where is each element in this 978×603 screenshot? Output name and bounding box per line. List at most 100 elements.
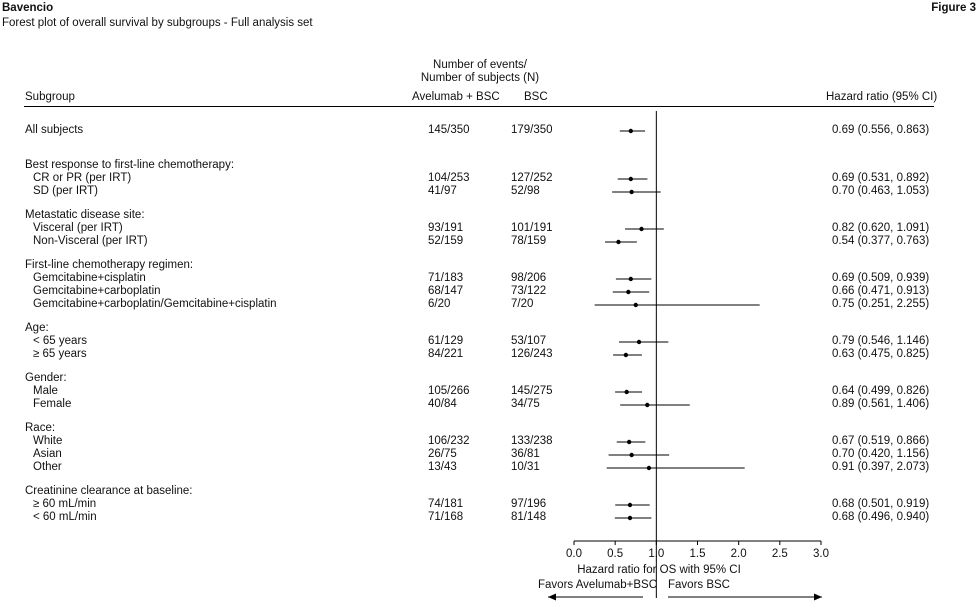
row-arm2-events: 179/350 <box>511 124 553 136</box>
favors-left-label: Favors Avelumab+BSC <box>538 579 657 591</box>
row-hr-ci: 0.64 (0.499, 0.826) <box>832 385 930 397</box>
row-arm2-events: 52/98 <box>511 185 540 197</box>
row-label: Asian <box>33 448 62 460</box>
point-estimate <box>627 502 633 508</box>
row-hr-ci: 0.69 (0.509, 0.939) <box>832 272 930 284</box>
x-tick-label: 2.5 <box>771 548 788 560</box>
row-arm1-events: 93/191 <box>428 222 464 234</box>
row-arm2-events: 78/159 <box>511 235 547 247</box>
row-hr-ci: 0.67 (0.519, 0.866) <box>832 435 930 447</box>
row-arm1-events: 145/350 <box>428 124 470 136</box>
point-estimate <box>623 352 629 358</box>
row-label: Gemcitabine+cisplatin <box>33 272 146 284</box>
row-label: White <box>33 435 63 447</box>
row-label: SD (per IRT) <box>33 185 98 197</box>
row-label: CR or PR (per IRT) <box>33 172 132 184</box>
favors-right-arrowhead <box>814 593 822 601</box>
row-arm1-events: 13/43 <box>428 461 457 473</box>
row-hr-ci: 0.66 (0.471, 0.913) <box>832 285 930 297</box>
row-arm2-events: 81/148 <box>511 511 547 523</box>
row-label: Gemcitabine+carboplatin/Gemcitabine+cisp… <box>33 298 277 310</box>
x-tick-label: 3.0 <box>813 548 829 560</box>
row-arm2-events: 7/20 <box>511 298 534 310</box>
point-estimate <box>636 339 642 345</box>
row-label: < 60 mL/min <box>33 511 97 523</box>
row-arm2-events: 34/75 <box>511 398 540 410</box>
favors-left-arrowhead <box>548 593 556 601</box>
figure-title: Forest plot of overall survival by subgr… <box>2 17 313 29</box>
row-hr-ci: 0.63 (0.475, 0.825) <box>832 348 930 360</box>
row-arm1-events: 26/75 <box>428 448 457 460</box>
row-arm1-events: 71/168 <box>428 511 464 523</box>
x-axis-label: Hazard ratio for OS with 95% CI <box>577 564 741 576</box>
row-hr-ci: 0.70 (0.420, 1.156) <box>832 448 930 460</box>
point-estimate <box>616 239 621 245</box>
x-tick-label: 1.5 <box>689 548 706 560</box>
point-estimate <box>645 402 650 408</box>
row-hr-ci: 0.82 (0.620, 1.091) <box>832 222 930 234</box>
group-heading: Race: <box>25 422 56 434</box>
row-label: Gemcitabine+carboplatin <box>33 285 161 297</box>
point-estimate <box>629 189 634 195</box>
group-heading: Age: <box>25 322 49 334</box>
row-arm2-events: 10/31 <box>511 461 540 473</box>
row-arm1-events: 74/181 <box>428 498 464 510</box>
point-estimate <box>626 439 632 445</box>
row-hr-ci: 0.79 (0.546, 1.146) <box>832 335 930 347</box>
row-arm1-events: 68/147 <box>428 285 464 297</box>
row-label: ≥ 65 years <box>33 348 87 360</box>
row-label: All subjects <box>25 124 84 136</box>
row-arm1-events: 40/84 <box>428 398 457 410</box>
point-estimate <box>628 128 634 134</box>
row-arm2-events: 36/81 <box>511 448 540 460</box>
point-estimate <box>639 226 644 232</box>
point-estimate <box>628 176 634 182</box>
group-heading: Gender: <box>25 372 67 384</box>
point-estimate <box>628 276 634 282</box>
x-tick-label: 0.0 <box>566 548 582 560</box>
row-hr-ci: 0.69 (0.531, 0.892) <box>832 172 930 184</box>
row-hr-ci: 0.91 (0.397, 2.073) <box>832 461 930 473</box>
row-hr-ci: 0.75 (0.251, 2.255) <box>832 298 930 310</box>
row-label: Male <box>33 385 58 397</box>
figure-label: Figure 3 <box>931 2 976 14</box>
events-header-line2: Number of subjects (N) <box>420 72 540 84</box>
arm1-header: Avelumab + BSC <box>412 91 500 103</box>
group-heading: Creatinine clearance at baseline: <box>25 485 193 497</box>
subgroup-header: Subgroup <box>25 91 75 103</box>
point-estimate <box>633 302 638 308</box>
row-label: < 65 years <box>33 335 88 347</box>
events-header-line1: Number of events/ <box>433 59 527 71</box>
row-label: Visceral (per IRT) <box>33 222 123 234</box>
point-estimate <box>626 289 631 295</box>
hr-header: Hazard ratio (95% CI) <box>826 91 938 103</box>
row-arm2-events: 73/122 <box>511 285 547 297</box>
row-hr-ci: 0.69 (0.556, 0.863) <box>832 124 930 136</box>
row-arm2-events: 98/206 <box>511 272 547 284</box>
row-arm2-events: 145/275 <box>511 385 553 397</box>
point-estimate <box>629 452 634 458</box>
row-hr-ci: 0.89 (0.561, 1.406) <box>832 398 930 410</box>
row-hr-ci: 0.68 (0.501, 0.919) <box>832 498 930 510</box>
row-arm1-events: 106/232 <box>428 435 470 447</box>
row-arm1-events: 84/221 <box>428 348 464 360</box>
product-name: Bavencio <box>2 2 54 14</box>
row-label: ≥ 60 mL/min <box>33 498 97 510</box>
row-arm2-events: 126/243 <box>511 348 553 360</box>
x-tick-label: 0.5 <box>607 548 624 560</box>
row-hr-ci: 0.54 (0.377, 0.763) <box>832 235 930 247</box>
row-arm1-events: 6/20 <box>428 298 451 310</box>
row-arm2-events: 133/238 <box>511 435 553 447</box>
group-heading: Best response to first-line chemotherapy… <box>25 159 235 171</box>
group-heading: Metastatic disease site: <box>25 209 145 221</box>
point-estimate <box>624 389 629 395</box>
x-tick-label: 2.0 <box>730 548 747 560</box>
row-arm1-events: 61/129 <box>428 335 464 347</box>
row-arm1-events: 41/97 <box>428 185 457 197</box>
group-heading: First-line chemotherapy regimen: <box>25 259 194 271</box>
row-arm2-events: 127/252 <box>511 172 553 184</box>
row-label: Other <box>33 461 62 473</box>
row-arm2-events: 97/196 <box>511 498 547 510</box>
row-arm1-events: 105/266 <box>428 385 470 397</box>
